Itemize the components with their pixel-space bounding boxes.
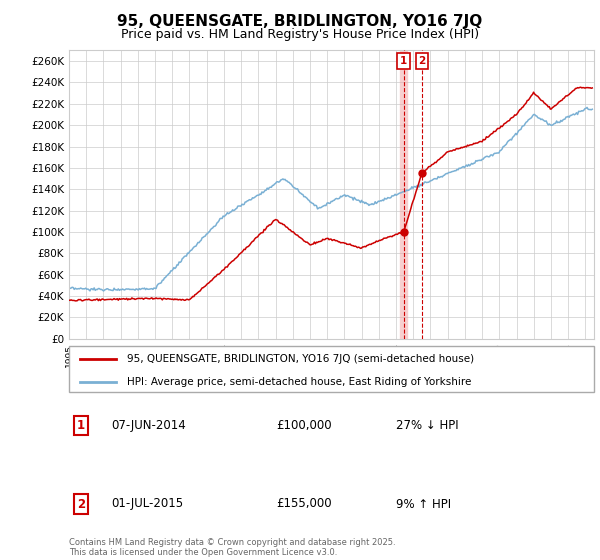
Text: 27% ↓ HPI: 27% ↓ HPI <box>396 419 458 432</box>
Text: 2: 2 <box>77 497 85 511</box>
Text: 9% ↑ HPI: 9% ↑ HPI <box>396 497 451 511</box>
Text: 07-JUN-2014: 07-JUN-2014 <box>111 419 186 432</box>
Text: 1: 1 <box>77 419 85 432</box>
Text: 95, QUEENSGATE, BRIDLINGTON, YO16 7JQ: 95, QUEENSGATE, BRIDLINGTON, YO16 7JQ <box>118 14 482 29</box>
Text: Price paid vs. HM Land Registry's House Price Index (HPI): Price paid vs. HM Land Registry's House … <box>121 28 479 41</box>
Text: 1: 1 <box>400 56 407 66</box>
Text: 01-JUL-2015: 01-JUL-2015 <box>111 497 183 511</box>
Text: £155,000: £155,000 <box>276 497 332 511</box>
Text: £100,000: £100,000 <box>276 419 332 432</box>
FancyBboxPatch shape <box>69 346 594 392</box>
Text: 2: 2 <box>418 56 425 66</box>
Text: 95, QUEENSGATE, BRIDLINGTON, YO16 7JQ (semi-detached house): 95, QUEENSGATE, BRIDLINGTON, YO16 7JQ (s… <box>127 354 474 364</box>
Text: Contains HM Land Registry data © Crown copyright and database right 2025.
This d: Contains HM Land Registry data © Crown c… <box>69 538 395 557</box>
Text: HPI: Average price, semi-detached house, East Riding of Yorkshire: HPI: Average price, semi-detached house,… <box>127 377 471 387</box>
